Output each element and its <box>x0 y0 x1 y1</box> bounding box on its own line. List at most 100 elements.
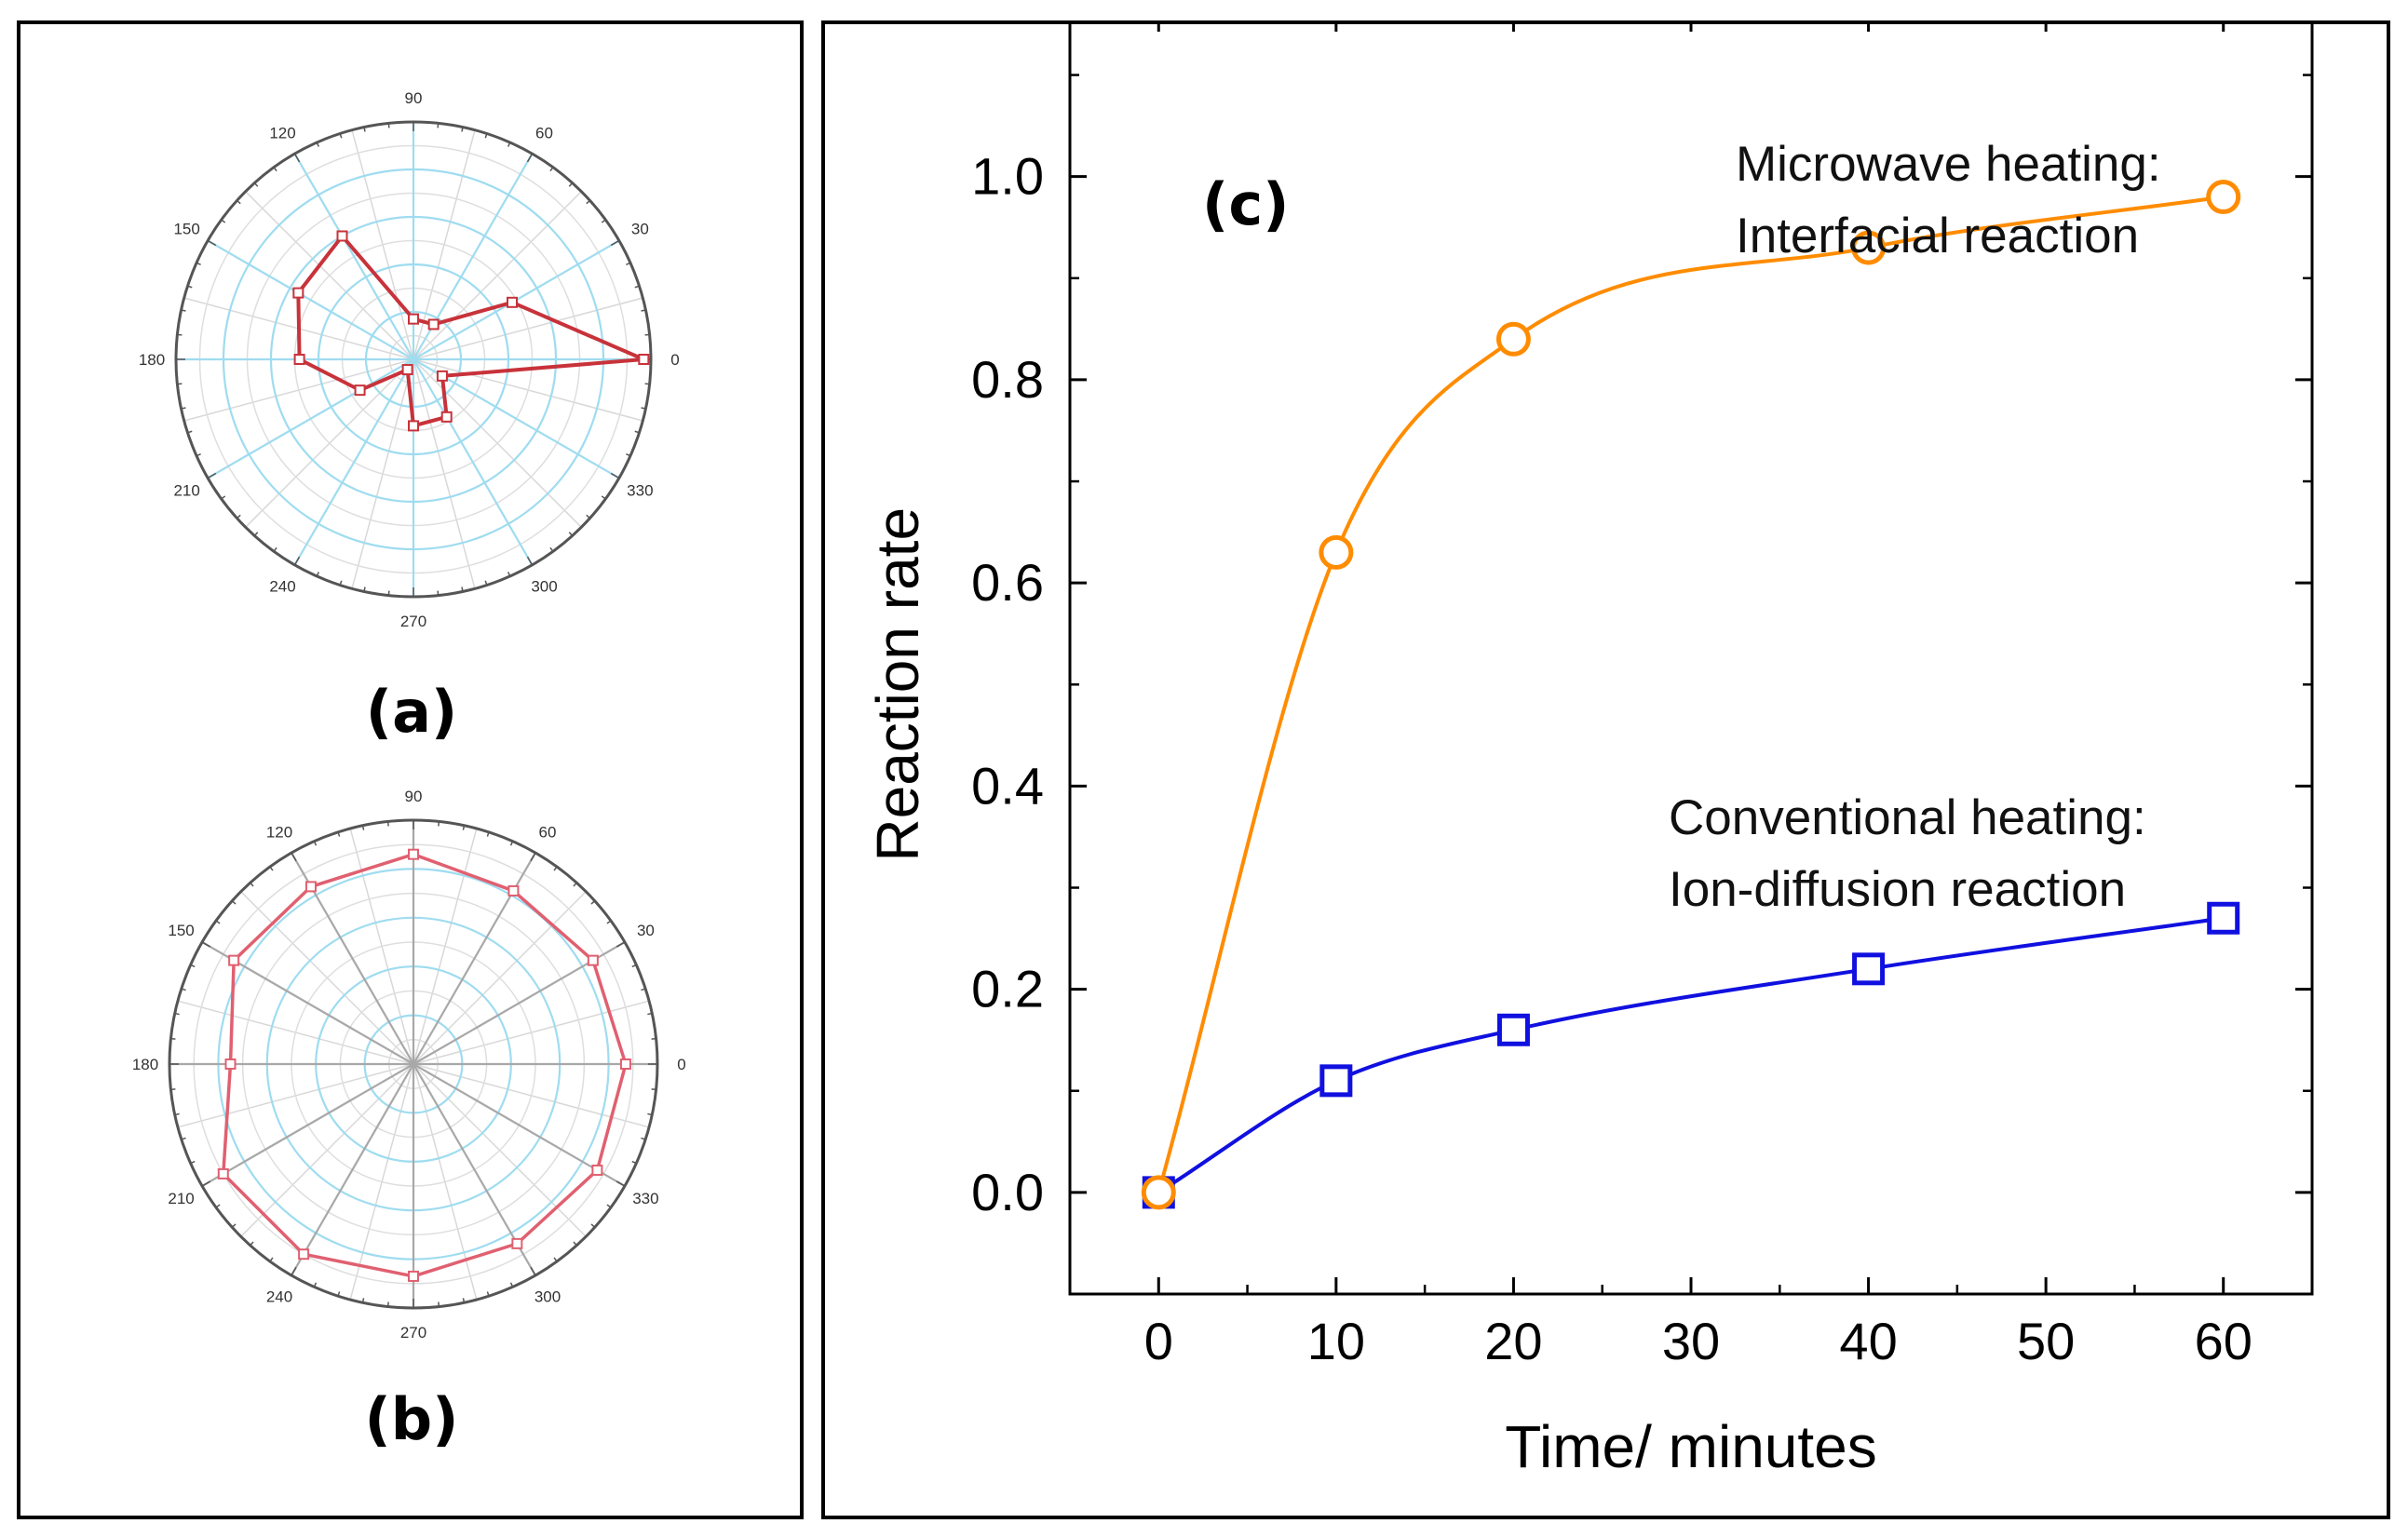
polar-data-point <box>427 318 440 330</box>
polar-data-point <box>304 881 317 893</box>
polar-tick-mark <box>647 1112 653 1116</box>
polar-angle-label: 120 <box>266 824 292 842</box>
polar-spoke <box>293 358 414 566</box>
polar-tick-mark <box>250 882 254 887</box>
polar-tick-mark <box>484 133 488 139</box>
polar-data-point <box>228 954 240 966</box>
polar-data-point <box>591 1164 603 1176</box>
polar-tick-mark <box>181 309 186 312</box>
y-tick-label: 0.6 <box>971 553 1044 612</box>
polar-tick-mark <box>174 1112 180 1116</box>
polar-data-point <box>298 1248 310 1261</box>
polar-tick-mark <box>549 167 554 172</box>
polar-tick-mark <box>526 153 534 163</box>
y-tick-label: 0.4 <box>971 756 1044 815</box>
polar-data-point <box>292 287 304 299</box>
polar-spoke <box>207 239 414 360</box>
polar-data-point <box>401 364 413 376</box>
polar-tick-mark <box>438 821 440 827</box>
polar-tick-mark <box>253 182 259 187</box>
x-tick-label: 40 <box>1839 1312 1897 1370</box>
y-tick-label: 0.0 <box>971 1163 1044 1221</box>
polar-angle-label: 270 <box>400 1324 426 1342</box>
polar-tick-mark <box>631 964 637 968</box>
polar-data-point <box>217 1167 229 1180</box>
polar-tick-mark <box>651 1037 656 1040</box>
polar-tick-mark <box>626 262 631 266</box>
polar-tick-mark <box>606 1204 612 1208</box>
polar-angle-label: 240 <box>266 1288 292 1305</box>
polar-angle-label: 180 <box>132 1056 158 1073</box>
x-tick-label: 50 <box>2017 1312 2075 1370</box>
polar-tick-mark <box>231 1223 237 1228</box>
polar-angle-label: 240 <box>269 577 295 595</box>
polar-angle-label: 90 <box>405 89 423 107</box>
polar-tick-mark <box>170 1037 176 1040</box>
polar-angle-label: 60 <box>539 824 557 842</box>
polar-data-point <box>224 1058 237 1070</box>
polar-tick-mark <box>461 127 464 132</box>
polar-spoke <box>413 358 534 566</box>
polar-tick-mark <box>174 1012 180 1016</box>
polar-spoke <box>207 358 414 479</box>
polar-tick-mark <box>231 900 237 905</box>
panel-label-c: (c) <box>1202 170 1289 238</box>
polar-tick-mark <box>273 167 277 172</box>
polar-tick-mark <box>361 825 365 830</box>
polar-tick-mark <box>316 142 320 147</box>
polar-tick-mark <box>590 900 596 905</box>
polar-angle-label: 0 <box>677 1056 685 1073</box>
polar-chart-b: 0 30 60 90 120 150 180 210 240 270 300 330 <box>132 788 686 1342</box>
polar-tick-mark <box>269 1257 274 1262</box>
polar-tick-mark <box>438 1301 440 1307</box>
polar-tick-mark <box>651 1088 656 1091</box>
polar-tick-mark <box>586 514 591 519</box>
annotation-microwave: Microwave heating: Interfacial reaction <box>1736 137 2161 263</box>
polar-tick-mark <box>509 841 514 846</box>
polar-data-point <box>408 1270 419 1282</box>
y-tick-label: 1.0 <box>971 147 1044 206</box>
series-line <box>1157 195 2224 1193</box>
polar-tick-mark <box>387 590 390 596</box>
panel-label-b: (b) <box>364 1385 458 1453</box>
polar-data-point <box>408 848 419 860</box>
polar-angle-label: 210 <box>173 482 199 500</box>
polar-chart-a: 0 30 60 90 120 150 180 210 240 270 300 330 <box>139 89 680 630</box>
polar-tick-mark <box>507 572 511 577</box>
polar-tick-mark <box>361 1298 365 1303</box>
polar-tick-mark <box>616 941 626 948</box>
y-tick-label: 0.2 <box>971 960 1044 1018</box>
polar-tick-mark <box>568 532 574 537</box>
polar-tick-mark <box>626 452 631 457</box>
annotation-conventional: Conventional heating: Ion-diffusion react… <box>1669 790 2146 917</box>
polar-tick-mark <box>462 1298 466 1303</box>
line-chart-c: 0 10 20 30 40 50 60 0.0 0.2 0.4 0.6 0.8 1.0 Time/ min… <box>864 24 2314 1480</box>
polar-tick-mark <box>634 285 640 289</box>
polar-tick-mark <box>170 1088 176 1091</box>
polar-spoke <box>293 153 414 360</box>
polar-tick-mark <box>236 199 241 205</box>
polar-data-point <box>408 313 419 325</box>
series-line <box>1157 916 2224 1194</box>
polar-spoke <box>413 1063 626 1187</box>
polar-angle-label: 150 <box>173 221 199 238</box>
polar-tick-mark <box>316 572 320 577</box>
polar-tick-mark <box>207 472 217 479</box>
polar-tick-mark <box>437 590 440 596</box>
polar-tick-mark <box>606 920 612 924</box>
x-tick-label: 60 <box>2195 1312 2252 1370</box>
polar-tick-mark <box>273 546 277 552</box>
polar-data-point <box>408 420 419 432</box>
x-axis-title: Time/ minutes <box>1505 1413 1877 1480</box>
polar-spoke <box>413 852 536 1065</box>
polar-angle-label: 300 <box>534 1288 561 1305</box>
polar-tick-mark <box>236 514 241 519</box>
polar-tick-mark <box>201 1180 211 1187</box>
annotation-line: Microwave heating: <box>1736 137 2161 192</box>
polar-tick-mark <box>250 1241 254 1247</box>
polar-tick-mark <box>386 821 389 827</box>
data-point-circle <box>1495 321 1531 357</box>
polar-tick-mark <box>530 1266 536 1276</box>
polar-tick-mark <box>181 988 186 991</box>
polar-data-point <box>436 370 448 382</box>
